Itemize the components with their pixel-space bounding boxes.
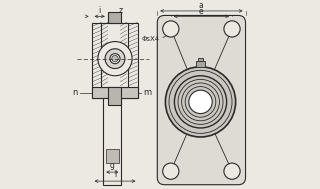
Text: n: n: [73, 88, 78, 97]
Circle shape: [224, 21, 240, 37]
Bar: [106, 149, 119, 163]
Bar: [92, 88, 138, 98]
Bar: [108, 88, 121, 105]
Text: a: a: [198, 1, 203, 10]
Circle shape: [165, 67, 236, 137]
Bar: [92, 23, 138, 98]
Circle shape: [224, 163, 240, 179]
Circle shape: [110, 54, 120, 64]
Bar: [196, 61, 205, 67]
Circle shape: [112, 55, 118, 62]
Bar: [103, 98, 121, 185]
Circle shape: [163, 21, 179, 37]
FancyBboxPatch shape: [157, 15, 245, 185]
Text: g: g: [110, 161, 115, 170]
Text: i: i: [99, 5, 101, 15]
Text: e: e: [198, 7, 203, 16]
Bar: [100, 23, 128, 88]
Text: m: m: [143, 88, 151, 97]
Circle shape: [105, 49, 125, 69]
Text: z: z: [119, 5, 123, 15]
Text: l: l: [114, 170, 116, 179]
Circle shape: [189, 90, 212, 114]
Circle shape: [163, 163, 179, 179]
Bar: [108, 12, 121, 23]
Circle shape: [98, 42, 132, 76]
Bar: [198, 58, 203, 61]
Text: B₁: B₁: [111, 92, 119, 98]
Text: ΦsX4: ΦsX4: [142, 36, 160, 42]
